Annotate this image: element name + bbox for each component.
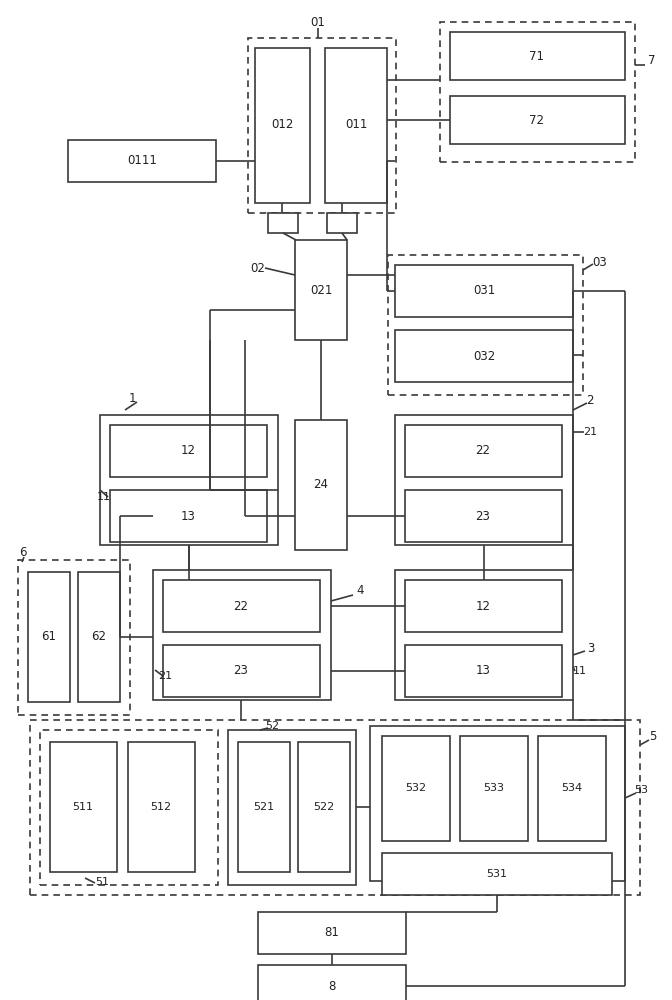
Bar (405, 425, 562, 477)
Bar (327, 213, 357, 233)
Text: 7: 7 (648, 53, 656, 66)
Text: 21: 21 (158, 671, 172, 681)
Text: 534: 534 (561, 783, 583, 793)
Bar (388, 255, 583, 395)
Bar (405, 490, 562, 542)
Bar (325, 48, 387, 203)
Bar (440, 22, 635, 162)
Bar (110, 490, 267, 542)
Text: 1: 1 (128, 391, 136, 404)
Text: 53: 53 (634, 785, 648, 795)
Bar (28, 572, 70, 702)
Text: 22: 22 (233, 599, 249, 612)
Bar (395, 265, 573, 317)
Text: 8: 8 (329, 980, 336, 992)
Text: 012: 012 (271, 118, 293, 131)
Bar (460, 736, 528, 841)
Bar (163, 580, 320, 632)
Text: 533: 533 (483, 783, 505, 793)
Text: 0111: 0111 (127, 154, 157, 167)
Text: 11: 11 (97, 492, 111, 502)
Bar (258, 912, 406, 954)
Bar (395, 570, 573, 700)
Text: 13: 13 (181, 510, 196, 522)
Bar (255, 48, 310, 203)
Text: 032: 032 (473, 350, 495, 362)
Text: 522: 522 (313, 802, 335, 812)
Bar (268, 213, 298, 233)
Bar (298, 742, 350, 872)
Text: 51: 51 (95, 877, 109, 887)
Text: 531: 531 (487, 869, 507, 879)
Text: 71: 71 (530, 49, 544, 62)
Bar (50, 742, 117, 872)
Bar (295, 240, 347, 340)
Text: 12: 12 (181, 444, 196, 458)
Text: 52: 52 (265, 721, 279, 731)
Text: 72: 72 (530, 113, 544, 126)
Text: 031: 031 (473, 284, 495, 298)
Bar (153, 570, 331, 700)
Text: 011: 011 (345, 118, 367, 131)
Text: 61: 61 (42, 631, 56, 644)
Bar (405, 580, 562, 632)
Bar (163, 645, 320, 697)
Text: 12: 12 (476, 599, 491, 612)
Bar (538, 736, 606, 841)
Text: 512: 512 (151, 802, 171, 812)
Bar (382, 853, 612, 895)
Bar (40, 730, 218, 885)
Bar (258, 965, 406, 1000)
Text: 13: 13 (476, 664, 491, 678)
Text: 6: 6 (19, 546, 27, 560)
Bar (128, 742, 195, 872)
Text: 22: 22 (476, 444, 491, 458)
Bar (395, 330, 573, 382)
Text: 01: 01 (310, 15, 325, 28)
Bar (395, 415, 573, 545)
Bar (450, 32, 625, 80)
Text: 81: 81 (325, 926, 339, 940)
Bar (110, 425, 267, 477)
Text: 521: 521 (253, 802, 275, 812)
Text: 62: 62 (91, 631, 106, 644)
Text: 02: 02 (251, 261, 265, 274)
Text: 511: 511 (73, 802, 93, 812)
Text: 03: 03 (593, 255, 607, 268)
Bar (238, 742, 290, 872)
Bar (382, 736, 450, 841)
Bar (30, 720, 640, 895)
Bar (18, 560, 130, 715)
Text: 23: 23 (476, 510, 491, 522)
Text: 532: 532 (405, 783, 427, 793)
Bar (228, 730, 356, 885)
Text: 23: 23 (234, 664, 249, 678)
Bar (370, 726, 625, 881)
Text: 3: 3 (587, 642, 595, 654)
Text: 4: 4 (356, 584, 364, 597)
Bar (248, 38, 396, 213)
Bar (405, 645, 562, 697)
Bar (78, 572, 120, 702)
Text: 11: 11 (573, 666, 587, 676)
Bar (295, 420, 347, 550)
Text: 021: 021 (310, 284, 332, 296)
Text: 21: 21 (583, 427, 597, 437)
Bar (100, 415, 278, 545)
Bar (68, 140, 216, 182)
Text: 24: 24 (314, 479, 329, 491)
Text: 2: 2 (586, 393, 594, 406)
Text: 5: 5 (649, 730, 657, 742)
Bar (450, 96, 625, 144)
